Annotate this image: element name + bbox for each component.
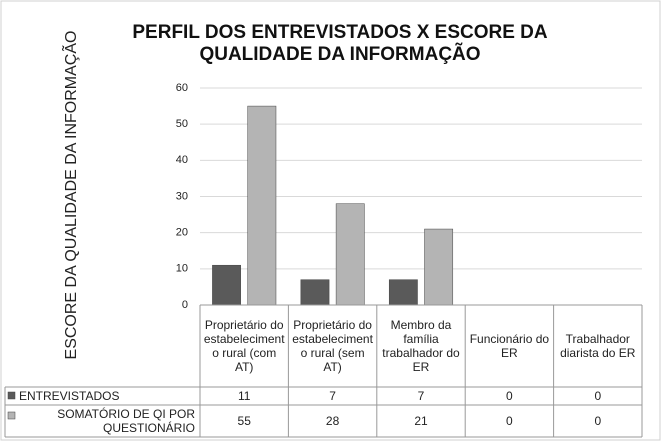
bar [212,264,241,306]
table-value: 0 [506,389,513,403]
table-value: 11 [237,389,251,403]
y-tick-label: 60 [176,82,188,94]
bar [388,279,418,306]
bar [335,203,365,306]
y-tick-label: 40 [176,154,188,166]
table-value: 55 [237,414,251,428]
bar [300,279,330,306]
table-value: 0 [506,414,513,428]
legend-key [7,391,16,400]
chart-title: PERFIL DOS ENTREVISTADOS X ESCORE DA QUA… [132,22,548,65]
legend-label: ENTREVISTADOS [19,389,120,403]
y-tick-label: 10 [176,263,188,275]
table-value: 28 [325,414,340,428]
y-tick-label: 20 [176,227,188,239]
category-label: Funcionário do ER [469,332,550,360]
category-label: Trabalhador diarista do ER [560,332,636,360]
table-value: 0 [594,389,602,403]
legend-key [7,411,16,420]
table-value: 7 [329,389,336,403]
legend-label: SOMATÓRIO DE QI POR QUESTIONÁRIO [57,407,195,435]
y-tick-label: 30 [176,190,188,202]
bar [424,228,454,306]
table-value: 0 [594,414,602,428]
category-label: Proprietário do estabelecimento rural (s… [292,318,373,374]
y-axis-title: ESCORE DA QUALIDADE DA INFORMAÇÃO [60,31,80,360]
category-label: Membro da família trabalhador do ER [382,318,460,374]
y-tick-label: 50 [176,118,188,130]
y-tick-label: 0 [182,299,188,311]
table-value: 7 [417,389,425,403]
table-value: 21 [414,414,428,428]
bar [247,105,277,306]
category-label: Proprietário do estabelecimento rural (c… [203,318,285,374]
